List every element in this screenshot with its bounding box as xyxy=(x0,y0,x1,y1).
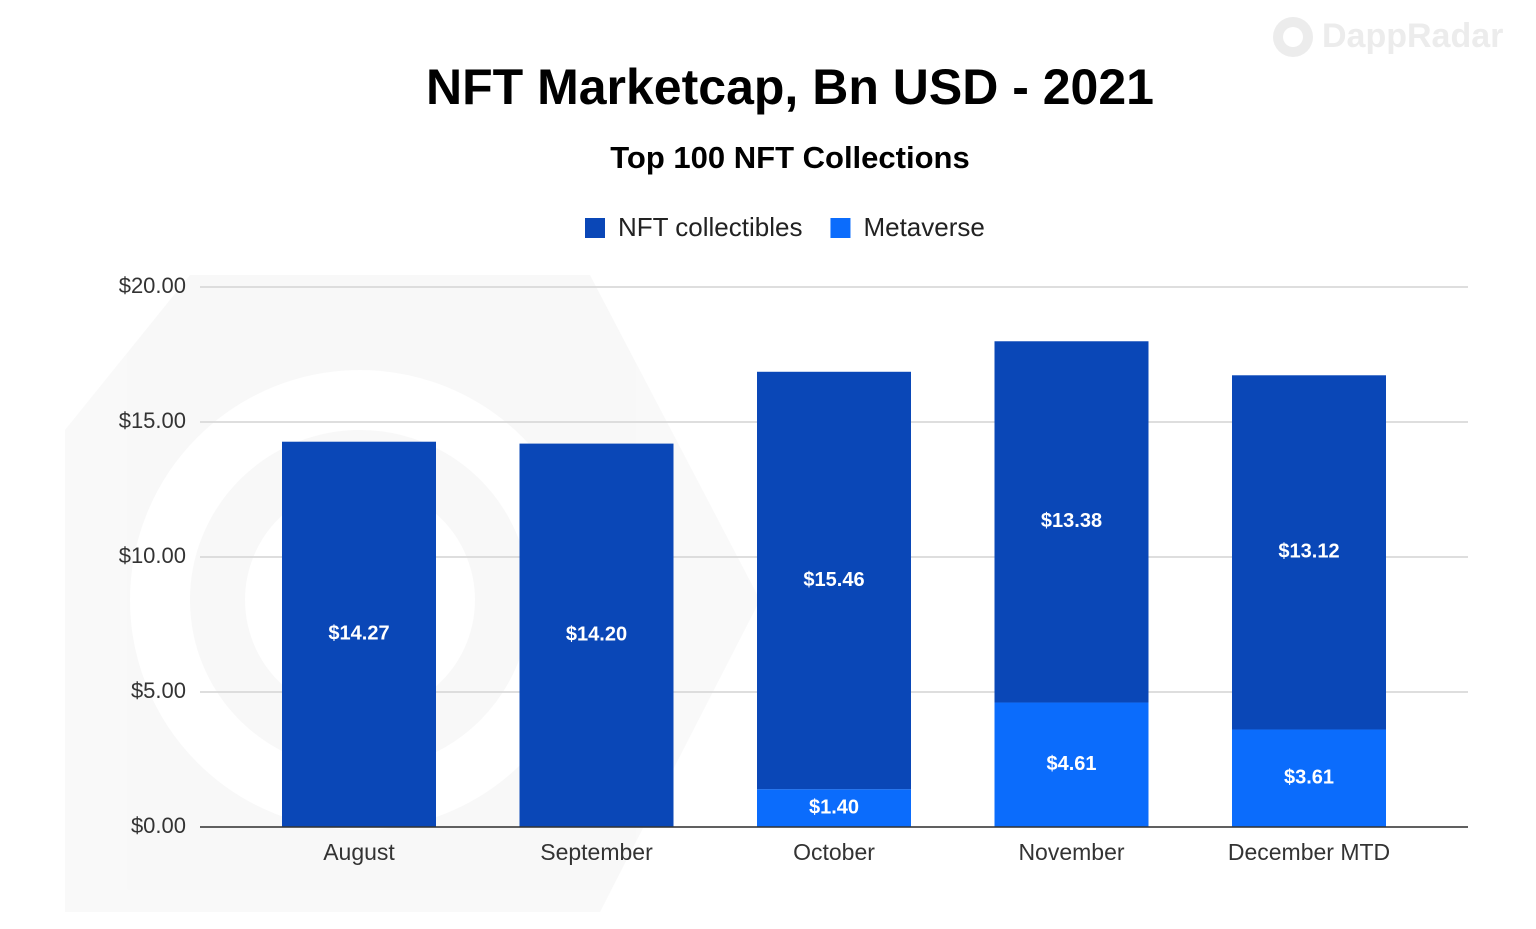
x-tick-label: September xyxy=(540,839,653,865)
data-label: $4.61 xyxy=(1046,753,1096,775)
y-tick-label: $20.00 xyxy=(119,273,186,298)
legend-label: NFT collectibles xyxy=(618,212,802,242)
data-label: $1.40 xyxy=(809,796,859,818)
bar-segment xyxy=(282,441,436,827)
chart-subtitle: Top 100 NFT Collections xyxy=(610,140,969,175)
y-tick-label: $5.00 xyxy=(131,678,186,703)
bar-segment xyxy=(994,702,1149,827)
bar-segment xyxy=(1232,729,1386,827)
data-label: $13.12 xyxy=(1278,541,1339,563)
chart-title: NFT Marketcap, Bn USD - 2021 xyxy=(426,59,1154,115)
legend-swatch xyxy=(585,218,605,238)
data-label: $13.38 xyxy=(1041,510,1102,532)
x-tick-label: October xyxy=(793,839,875,865)
data-label: $3.61 xyxy=(1284,767,1334,789)
bar-segment xyxy=(994,341,1149,703)
bar-segment xyxy=(519,443,674,827)
y-tick-label: $0.00 xyxy=(131,813,186,838)
legend-swatch xyxy=(830,218,851,238)
y-tick-label: $10.00 xyxy=(119,543,186,568)
x-tick-label: December MTD xyxy=(1228,839,1390,865)
x-tick-label: November xyxy=(1018,839,1124,865)
data-label: $15.46 xyxy=(803,569,864,591)
bar-segment xyxy=(757,789,911,827)
bar-segment xyxy=(1232,375,1386,730)
bar-segment xyxy=(757,371,911,790)
watermark-logo xyxy=(1273,17,1313,57)
x-tick-label: August xyxy=(323,839,395,865)
data-label: $14.20 xyxy=(566,624,627,646)
legend-label: Metaverse xyxy=(863,212,984,242)
watermark: DappRadar xyxy=(1322,17,1503,55)
y-tick-label: $15.00 xyxy=(119,408,186,433)
data-label: $14.27 xyxy=(328,623,389,645)
